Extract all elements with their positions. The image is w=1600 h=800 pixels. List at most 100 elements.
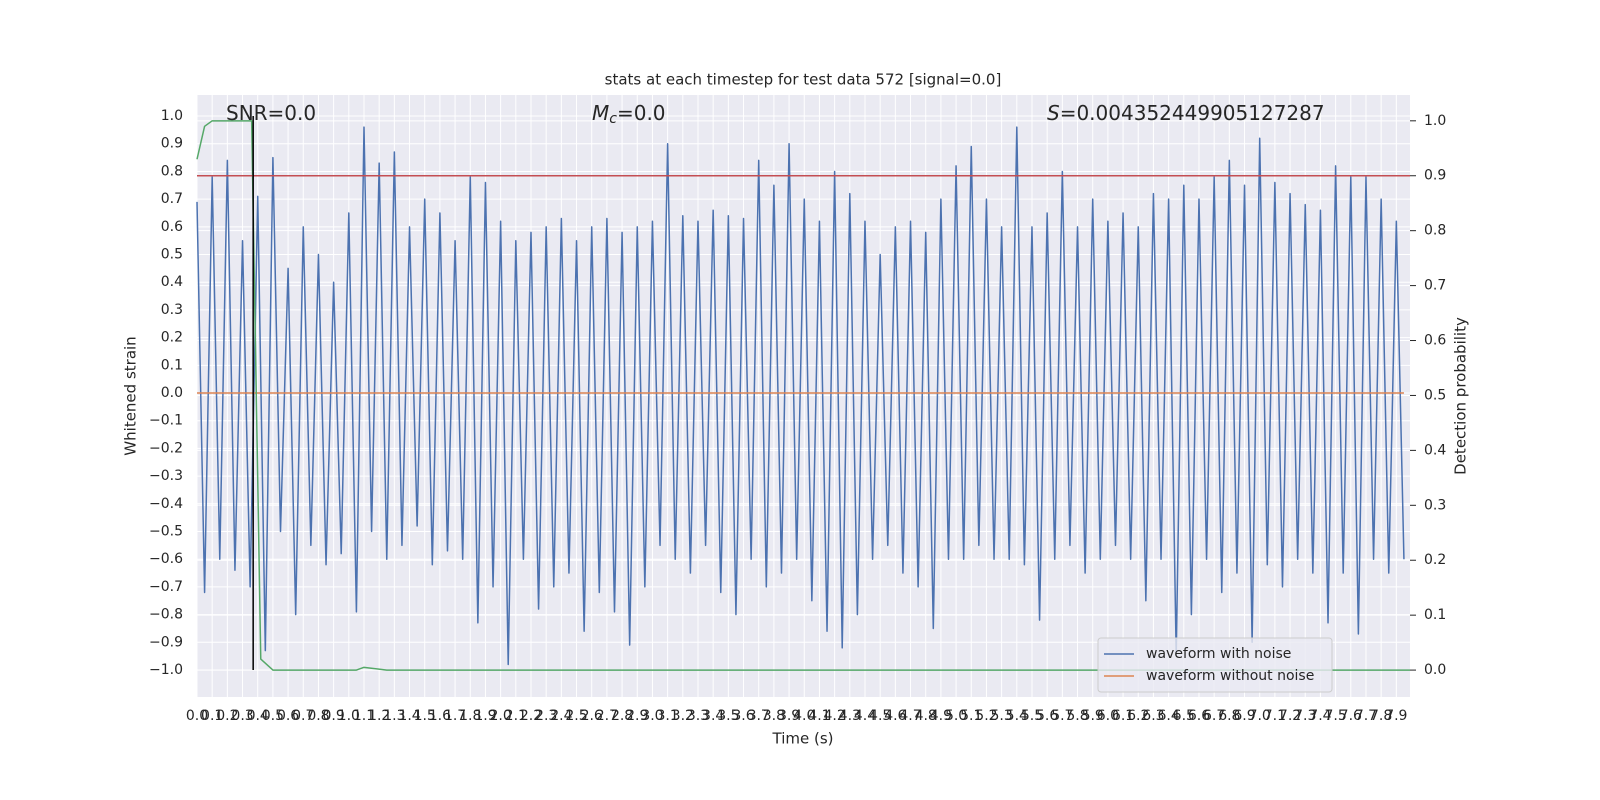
y-tick-label: 0.3	[161, 302, 183, 318]
x-tick-label: 0.4	[247, 708, 269, 724]
x-tick-label: 6.1	[1112, 708, 1134, 724]
chart-title: stats at each timestep for test data 572…	[605, 71, 1002, 89]
annotation-part: M	[592, 101, 609, 125]
x-tick-label: 4.3	[839, 708, 861, 724]
y-tick-label: 0.7	[161, 191, 183, 207]
x-tick-label: 2.7	[596, 708, 618, 724]
x-tick-label: 5.9	[1082, 708, 1104, 724]
x-tick-label: 1.9	[474, 708, 496, 724]
x-tick-label: 6.4	[1157, 708, 1179, 724]
x-tick-label: 6.8	[1218, 708, 1240, 724]
x-tick-label: 5.5	[1021, 708, 1043, 724]
x-tick-label: 3.2	[672, 708, 694, 724]
x-tick-label: 1.6	[429, 708, 451, 724]
x-tick-label: 4.7	[899, 708, 921, 724]
y2-tick-label: 0.9	[1424, 168, 1446, 184]
y2-tick-label: 0.8	[1424, 223, 1446, 239]
x-tick-label: 7.4	[1309, 708, 1331, 724]
y-tick-label: −0.3	[149, 468, 183, 484]
x-tick-label: 7.3	[1294, 708, 1316, 724]
annotation: SNR=0.0	[226, 101, 316, 125]
marks	[196, 116, 1410, 671]
x-tick-label: 6.6	[1188, 708, 1210, 724]
y-tick-label: −0.5	[149, 524, 183, 540]
x-tick-label: 5.4	[1006, 708, 1028, 724]
x-tick-label: 6.3	[1142, 708, 1164, 724]
x-tick-label: 7.7	[1355, 708, 1377, 724]
x-tick-label: 4.0	[793, 708, 815, 724]
y2-tick-label: 0.5	[1424, 387, 1446, 403]
y-tick-label: −0.6	[149, 551, 183, 567]
y-tick-label: 0.0	[161, 385, 183, 401]
y2-tick-label: 0.7	[1424, 278, 1446, 294]
x-tick-label: 6.9	[1233, 708, 1255, 724]
y-tick-label: −0.9	[149, 634, 183, 650]
y-tick-label: −0.8	[149, 607, 183, 623]
y2-tick-label: 0.3	[1424, 497, 1446, 513]
y2-tick-label: 1.0	[1424, 113, 1446, 129]
x-tick-label: 5.2	[975, 708, 997, 724]
x-tick-label: 2.6	[581, 708, 603, 724]
x-tick-label: 1.1	[353, 708, 375, 724]
x-tick-label: 7.9	[1385, 708, 1407, 724]
x-tick-label: 7.0	[1249, 708, 1271, 724]
x-tick-label: 2.2	[520, 708, 542, 724]
x-tick-label: 3.0	[641, 708, 663, 724]
x-tick-label: 6.2	[1127, 708, 1149, 724]
x-tick-label: 7.6	[1340, 708, 1362, 724]
y-tick-label: 0.6	[161, 219, 183, 235]
x-tick-label: 4.8	[915, 708, 937, 724]
x-tick-label: 6.5	[1173, 708, 1195, 724]
y-tick-label: 0.8	[161, 163, 183, 179]
y2-tick-label: 0.1	[1424, 607, 1446, 623]
y-tick-label: −1.0	[149, 662, 183, 678]
annotation: Mc=0.0	[592, 101, 666, 128]
x-tick-label: 0.6	[277, 708, 299, 724]
annotation-part: S	[1047, 101, 1060, 125]
x-tick-label: 3.1	[656, 708, 678, 724]
x-tick-label: 2.9	[626, 708, 648, 724]
annotation-part: =0.0	[617, 101, 666, 125]
x-axis-label: Time (s)	[772, 730, 834, 748]
series-line	[196, 126, 1405, 666]
x-tick-label: 0.0	[186, 708, 208, 724]
x-tick-label: 0.7	[292, 708, 314, 724]
y2-tick-label: 0.0	[1424, 662, 1446, 678]
y-tick-label: 0.2	[161, 330, 183, 346]
y-tick-label: −0.4	[149, 496, 183, 512]
x-tick-label: 4.1	[808, 708, 830, 724]
x-tick-label: 2.0	[489, 708, 511, 724]
x-tick-label: 5.7	[1051, 708, 1073, 724]
x-tick-label: 7.8	[1370, 708, 1392, 724]
x-tick-label: 1.4	[398, 708, 420, 724]
legend: waveform with noise waveform without nois…	[1097, 637, 1333, 693]
axes: 0.00.10.20.30.40.50.60.70.80.91.01.11.21…	[149, 108, 1446, 724]
legend-label: waveform without noise	[1146, 668, 1314, 684]
x-tick-label: 1.8	[459, 708, 481, 724]
x-tick-label: 3.9	[778, 708, 800, 724]
x-tick-label: 5.6	[1036, 708, 1058, 724]
x-tick-label: 0.1	[201, 708, 223, 724]
legend-label: waveform with noise	[1146, 646, 1291, 662]
x-tick-label: 2.5	[565, 708, 587, 724]
y-axis-label: Whitened strain	[122, 336, 140, 455]
x-tick-label: 7.2	[1279, 708, 1301, 724]
annotation: S=0.004352449905127287	[1047, 101, 1325, 125]
x-tick-label: 5.3	[990, 708, 1012, 724]
y2-tick-label: 0.6	[1424, 333, 1446, 349]
x-tick-label: 4.4	[854, 708, 876, 724]
x-tick-label: 0.9	[323, 708, 345, 724]
x-tick-label: 2.8	[611, 708, 633, 724]
x-tick-label: 7.5	[1324, 708, 1346, 724]
x-tick-label: 1.3	[383, 708, 405, 724]
series-line	[196, 120, 1410, 671]
y-tick-label: −0.2	[149, 440, 183, 456]
annotation-part: c	[609, 111, 617, 127]
x-tick-label: 6.7	[1203, 708, 1225, 724]
x-tick-label: 2.4	[550, 708, 572, 724]
x-tick-label: 6.0	[1097, 708, 1119, 724]
y2-tick-label: 0.4	[1424, 442, 1446, 458]
x-tick-label: 5.0	[945, 708, 967, 724]
